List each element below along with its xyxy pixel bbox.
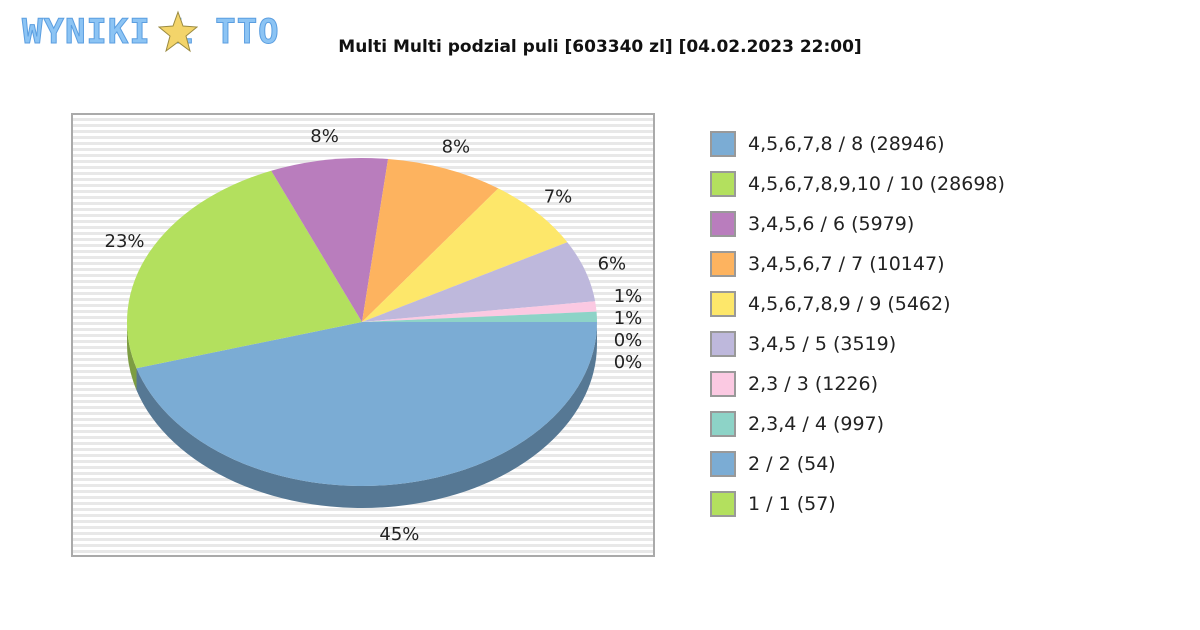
legend-swatch	[710, 211, 736, 237]
legend-item: 3,4,5,6,7 / 7 (10147)	[710, 244, 1005, 284]
slice-label-4: 7%	[544, 187, 573, 208]
slice-label-3: 8%	[442, 136, 471, 157]
slice-label-7: 1%	[614, 308, 643, 329]
pie-slice-1	[127, 170, 362, 369]
star-icon	[158, 10, 198, 53]
pie-side-1	[127, 322, 137, 391]
legend-label: 2,3 / 3 (1226)	[748, 373, 879, 395]
pie-slice-2	[271, 158, 389, 322]
legend-label: 4,5,6,7,8,9,10 / 10 (28698)	[748, 173, 1005, 195]
legend-item: 4,5,6,7,8 / 8 (28946)	[710, 124, 1005, 164]
legend-label: 1 / 1 (57)	[748, 493, 836, 515]
legend-item: 2,3 / 3 (1226)	[710, 364, 1005, 404]
pie-slice-6	[362, 301, 597, 322]
legend-swatch	[710, 331, 736, 357]
legend: 4,5,6,7,8 / 8 (28946) 4,5,6,7,8,9,10 / 10…	[710, 124, 1005, 524]
chart-title: Multi Multi podzial puli [603340 zl] [04…	[338, 37, 862, 57]
legend-label: 4,5,6,7,8,9 / 9 (5462)	[748, 293, 951, 315]
legend-item: 3,4,5 / 5 (3519)	[710, 324, 1005, 364]
slice-label-6: 1%	[614, 286, 643, 307]
legend-item: 4,5,6,7,8,9,10 / 10 (28698)	[710, 164, 1005, 204]
logo: WYNIKI L TTO	[22, 12, 280, 53]
pie-slice-5	[362, 242, 596, 322]
legend-swatch	[710, 131, 736, 157]
legend-item: 3,4,5,6 / 6 (5979)	[710, 204, 1005, 244]
slice-label-5: 6%	[598, 253, 627, 274]
pie-slice-0	[136, 322, 597, 486]
legend-swatch	[710, 411, 736, 437]
legend-swatch	[710, 451, 736, 477]
legend-label: 3,4,5 / 5 (3519)	[748, 333, 897, 355]
slice-label-0: 45%	[379, 524, 419, 545]
legend-item: 2,3,4 / 4 (997)	[710, 404, 1005, 444]
legend-label: 4,5,6,7,8 / 8 (28946)	[748, 133, 945, 155]
pie-slice-4	[362, 188, 568, 322]
slice-label-1: 23%	[105, 231, 145, 252]
slice-label-8: 0%	[614, 330, 643, 351]
legend-item: 1 / 1 (57)	[710, 484, 1005, 524]
legend-item: 2 / 2 (54)	[710, 444, 1005, 484]
pie-slice-7	[362, 311, 597, 322]
legend-label: 3,4,5,6,7 / 7 (10147)	[748, 253, 945, 275]
pie-slice-3	[362, 159, 499, 322]
slice-label-2: 8%	[310, 126, 339, 147]
legend-swatch	[710, 251, 736, 277]
legend-swatch	[710, 491, 736, 517]
legend-swatch	[710, 171, 736, 197]
legend-label: 2 / 2 (54)	[748, 453, 836, 475]
legend-swatch	[710, 371, 736, 397]
legend-item: 4,5,6,7,8,9 / 9 (5462)	[710, 284, 1005, 324]
legend-label: 3,4,5,6 / 6 (5979)	[748, 213, 915, 235]
slice-label-9: 0%	[614, 352, 643, 373]
legend-label: 2,3,4 / 4 (997)	[748, 413, 885, 435]
legend-swatch	[710, 291, 736, 317]
